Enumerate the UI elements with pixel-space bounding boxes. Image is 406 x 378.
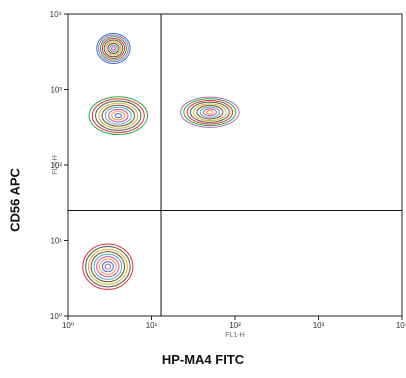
y-axis-label-box: CD56 APC (2, 140, 28, 260)
contour-line (180, 96, 240, 128)
contour-line (104, 263, 112, 270)
contour-line (111, 110, 126, 121)
x-tick-label: 10⁰ (62, 321, 74, 330)
y-tick-label: 10¹ (50, 237, 62, 246)
contour-line (101, 104, 136, 127)
contour-line (90, 251, 126, 283)
y-axis-label: CD56 APC (7, 168, 23, 232)
inner-y-axis-label: FL4-H (52, 155, 59, 174)
x-tick-label: 10² (229, 321, 241, 330)
contour-line (104, 106, 132, 125)
contour-line (105, 41, 122, 56)
contour-layer (82, 32, 240, 290)
x-tick-label: 10¹ (146, 321, 158, 330)
contour-line (91, 98, 145, 133)
contour-line (98, 102, 139, 129)
contour-line (206, 110, 214, 115)
contour-line (193, 103, 227, 122)
x-tick-label: 10⁴ (396, 321, 406, 330)
contour-line (199, 106, 221, 118)
y-tick-label: 10⁴ (50, 10, 63, 19)
inner-x-axis-label: FL1-H (225, 332, 244, 339)
y-tick-label: 10³ (50, 86, 62, 95)
contour-line (93, 253, 123, 280)
plot-frame (67, 13, 403, 317)
contour-line (98, 34, 129, 63)
contour-line (96, 256, 120, 278)
contour-line (98, 258, 117, 275)
y-tick-label: 10² (50, 161, 62, 170)
contour-line (107, 42, 120, 54)
contour-line (202, 108, 217, 117)
contour-line (111, 46, 116, 51)
contour-line (101, 37, 126, 59)
contour-line (114, 113, 123, 119)
contour-line (87, 248, 128, 285)
y-axis-ticks: 10⁰ 10¹ 10² 10³ 10⁴ (50, 10, 68, 321)
contour-line (96, 32, 131, 65)
contour-line (189, 101, 230, 123)
contour-line (85, 246, 131, 288)
contour-line (196, 105, 224, 120)
contour-line (99, 36, 127, 61)
contour-line (109, 44, 118, 53)
contour-line (103, 39, 124, 58)
contour-line (186, 99, 234, 125)
x-tick-label: 10³ (313, 321, 325, 330)
y-tick-label: 10⁰ (50, 312, 62, 321)
x-axis-ticks: 10⁰ 10¹ 10² 10³ 10⁴ (62, 316, 406, 330)
contour-line (108, 108, 129, 123)
contour-line (183, 98, 237, 127)
contour-line (82, 243, 134, 290)
contour-line (95, 100, 142, 131)
contour-line (101, 261, 114, 273)
contour-line (88, 96, 148, 136)
x-axis-label: HP-MA4 FITC (161, 352, 245, 367)
